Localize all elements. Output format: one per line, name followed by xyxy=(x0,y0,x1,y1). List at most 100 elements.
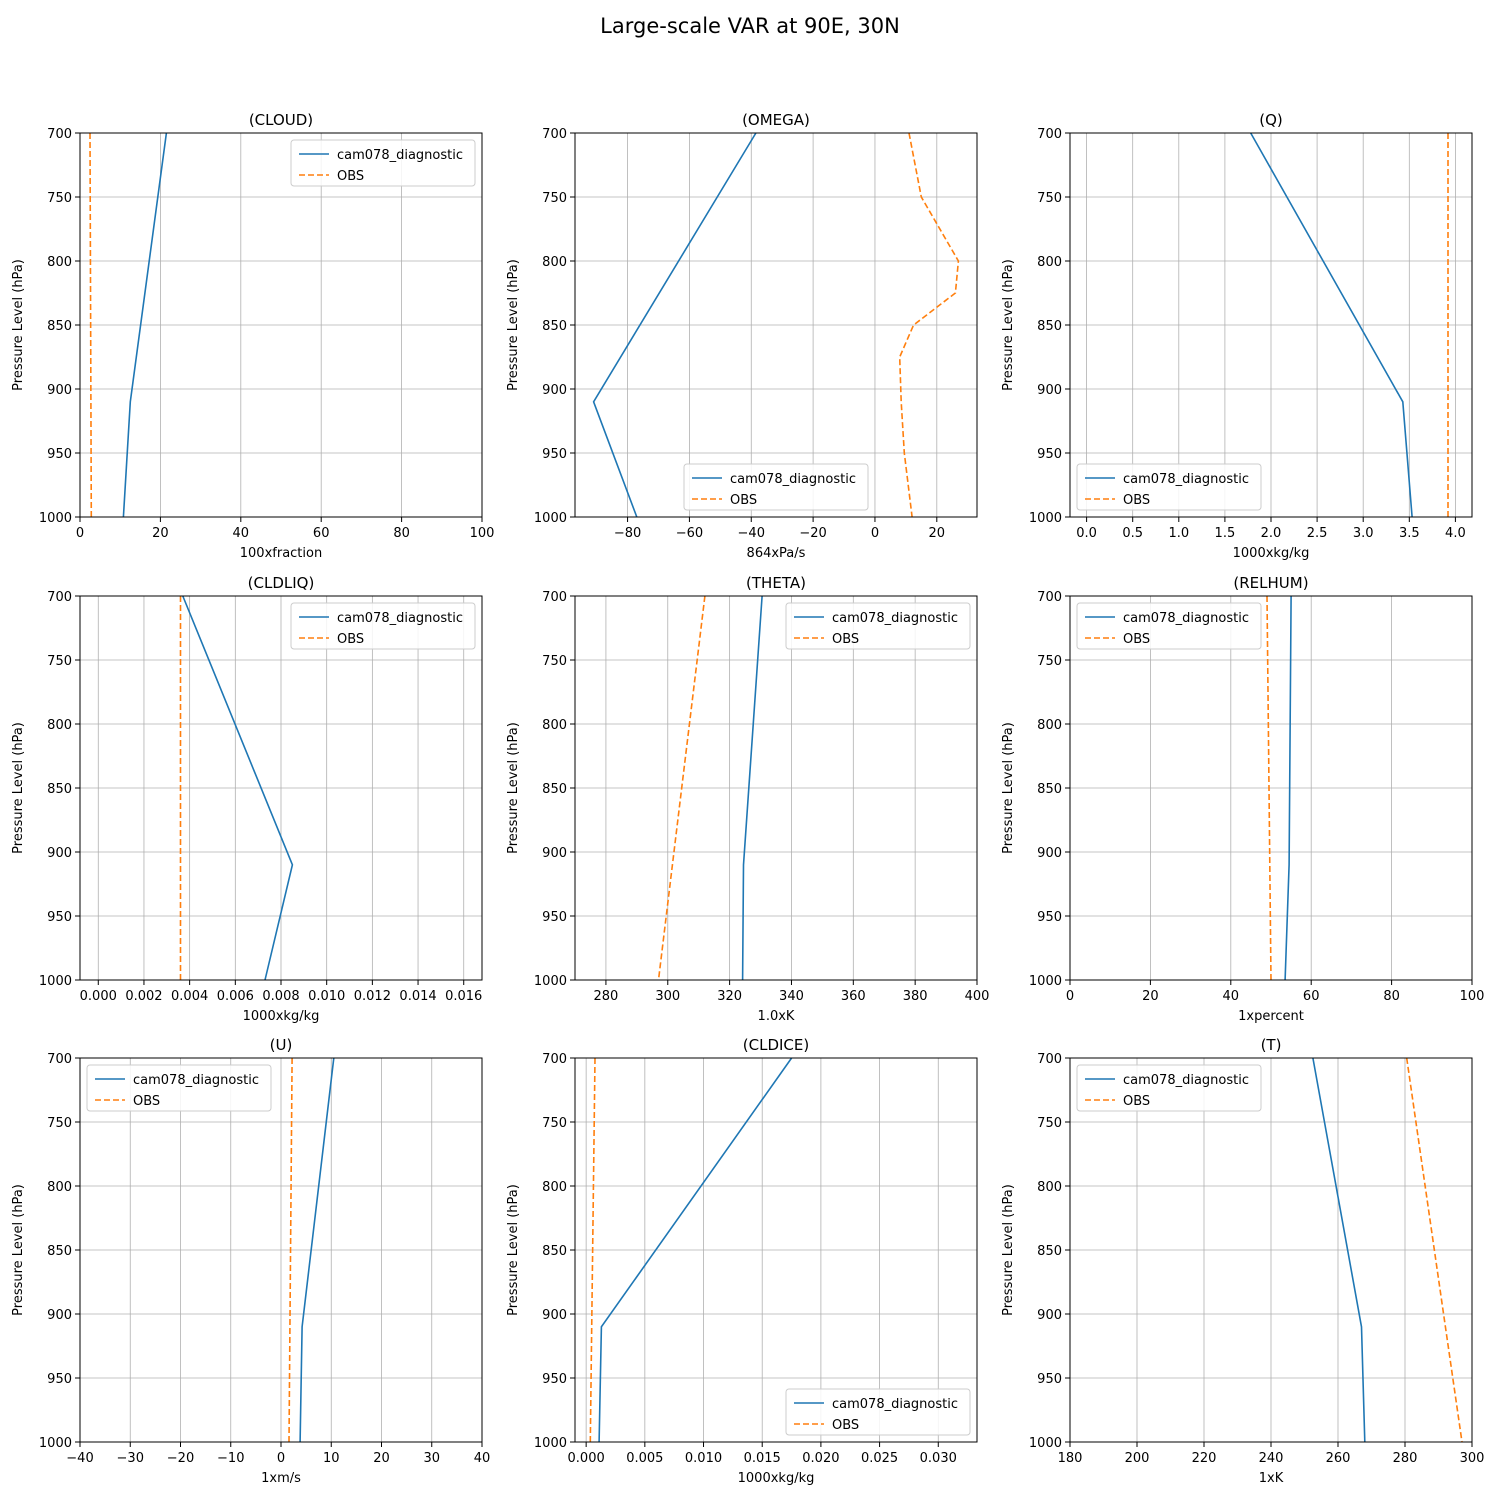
subplot-cldice: 0.000 0.005 0.010 0.015 0.020 0.025 0.030 700 75… xyxy=(506,1036,978,1486)
x-tick-label: 320 xyxy=(717,989,742,1004)
y-tick-label: 750 xyxy=(47,654,72,669)
subplot-title: (CLDICE) xyxy=(743,1036,809,1054)
legend: cam078_diagnostic OBS xyxy=(1076,463,1262,511)
series-line-cam078-diagnostic xyxy=(1250,132,1413,518)
subplot-title: (Q) xyxy=(1259,111,1283,129)
y-tick-label: 800 xyxy=(542,255,567,270)
y-tick-label: 750 xyxy=(542,1116,567,1131)
y-tick-label: 800 xyxy=(47,718,72,733)
series-line-cam078-diagnostic xyxy=(592,132,757,518)
y-tick-label: 1000 xyxy=(39,1436,72,1451)
y-tick-label: 700 xyxy=(47,590,72,605)
x-tick-label: 0.006 xyxy=(217,989,254,1004)
y-tick-label: 950 xyxy=(47,910,72,925)
x-tick-label: 240 xyxy=(1259,1451,1284,1466)
x-axis-label: 1000xkg/kg xyxy=(243,1009,320,1024)
y-tick-label: 850 xyxy=(1037,1244,1062,1259)
y-tick-label: 800 xyxy=(1037,1180,1062,1195)
y-tick-label: 950 xyxy=(542,447,567,462)
y-tick-label: 750 xyxy=(542,191,567,206)
x-tick-label: 100 xyxy=(1460,989,1485,1004)
legend-label: OBS xyxy=(1123,632,1150,647)
series-line-obs xyxy=(1266,595,1272,981)
x-tick-label: −40 xyxy=(66,1451,93,1466)
x-axis-label: 1xpercent xyxy=(1238,1009,1304,1024)
legend-label: cam078_diagnostic xyxy=(832,1397,958,1412)
y-tick-label: 900 xyxy=(1037,846,1062,861)
x-tick-label: 80 xyxy=(1383,989,1400,1004)
subplot-title: (OMEGA) xyxy=(742,111,810,129)
y-tick-label: 950 xyxy=(542,910,567,925)
y-axis-label: Pressure Level (hPa) xyxy=(11,1184,26,1316)
y-tick-label: 900 xyxy=(542,1308,567,1323)
x-tick-label: 280 xyxy=(1393,1451,1418,1466)
y-tick-label: 900 xyxy=(1037,1308,1062,1323)
y-tick-label: 1000 xyxy=(534,1436,567,1451)
y-tick-label: 800 xyxy=(542,1180,567,1195)
x-tick-label: 1.5 xyxy=(1215,526,1236,541)
x-tick-label: 0.010 xyxy=(308,989,345,1004)
legend-label: OBS xyxy=(133,1094,160,1109)
x-axis-label: 1000xkg/kg xyxy=(1233,546,1310,561)
y-tick-label: 700 xyxy=(1037,590,1062,605)
y-tick-label: 800 xyxy=(1037,255,1062,270)
legend-box xyxy=(1076,1064,1262,1112)
x-tick-label: 1.0 xyxy=(1168,526,1189,541)
x-tick-label: 80 xyxy=(393,526,410,541)
x-tick-label: −80 xyxy=(614,526,641,541)
y-tick-label: 900 xyxy=(542,383,567,398)
y-tick-label: 700 xyxy=(542,590,567,605)
y-tick-label: 850 xyxy=(47,782,72,797)
x-tick-label: 0.5 xyxy=(1122,526,1143,541)
x-tick-label: 0.014 xyxy=(399,989,436,1004)
y-tick-label: 750 xyxy=(1037,654,1062,669)
y-axis-label: Pressure Level (hPa) xyxy=(1001,722,1016,854)
legend-label: cam078_diagnostic xyxy=(337,611,463,626)
x-tick-label: 260 xyxy=(1326,1451,1351,1466)
y-tick-label: 850 xyxy=(542,319,567,334)
legend: cam078_diagnostic OBS xyxy=(785,1388,971,1436)
y-tick-label: 700 xyxy=(542,127,567,142)
subplot-title: (U) xyxy=(270,1036,293,1054)
x-tick-label: 3.0 xyxy=(1353,526,1374,541)
subplot-theta: 280 300 320 340 360 380 400 700 750 800 850 900 950 1… xyxy=(506,574,989,1024)
y-tick-label: 1000 xyxy=(534,974,567,989)
subplot-title: (T) xyxy=(1261,1036,1282,1054)
subplot-q: 0.0 0.5 1.0 1.5 2.0 2.5 3.0 3.5 4.0 700 750 800 850 9… xyxy=(1001,111,1473,561)
subplot-u: −40 −30 −20 −10 0 10 20 30 40 700 750 800 850 900 950 1… xyxy=(11,1036,490,1486)
x-tick-label: 0.004 xyxy=(171,989,208,1004)
legend: cam078_diagnostic OBS xyxy=(683,463,869,511)
x-tick-label: 0.000 xyxy=(568,1451,605,1466)
series-line-cam078-diagnostic xyxy=(598,1057,793,1443)
x-tick-label: 100 xyxy=(470,526,495,541)
figure-title: Large-scale VAR at 90E, 30N xyxy=(600,14,900,38)
series-line-cam078-diagnostic xyxy=(122,132,168,518)
x-tick-label: 0.008 xyxy=(262,989,299,1004)
y-tick-label: 1000 xyxy=(1029,1436,1062,1451)
y-tick-label: 750 xyxy=(1037,1116,1062,1131)
legend-label: cam078_diagnostic xyxy=(730,472,856,487)
x-tick-label: 2.0 xyxy=(1261,526,1282,541)
y-tick-label: 1000 xyxy=(1029,511,1062,526)
y-tick-label: 900 xyxy=(1037,383,1062,398)
y-axis-label: Pressure Level (hPa) xyxy=(11,722,26,854)
series-line-cam078-diagnostic xyxy=(1312,1057,1366,1443)
x-tick-label: −10 xyxy=(217,1451,244,1466)
x-tick-label: 220 xyxy=(1192,1451,1217,1466)
legend-label: OBS xyxy=(832,1418,859,1433)
legend-label: cam078_diagnostic xyxy=(1123,1073,1249,1088)
y-tick-label: 850 xyxy=(542,782,567,797)
legend-label: cam078_diagnostic xyxy=(337,148,463,163)
x-tick-label: −20 xyxy=(799,526,826,541)
legend-label: OBS xyxy=(832,632,859,647)
x-tick-label: 60 xyxy=(1303,989,1320,1004)
x-tick-label: 0.025 xyxy=(861,1451,898,1466)
x-tick-label: 20 xyxy=(1142,989,1159,1004)
x-tick-label: 40 xyxy=(1223,989,1240,1004)
x-tick-label: −40 xyxy=(738,526,765,541)
y-axis-label: Pressure Level (hPa) xyxy=(506,722,521,854)
x-axis-label: 100xfraction xyxy=(240,546,322,561)
y-axis-label: Pressure Level (hPa) xyxy=(1001,1184,1016,1316)
legend-label: OBS xyxy=(337,169,364,184)
x-axis-label: 1000xkg/kg xyxy=(738,1471,815,1486)
